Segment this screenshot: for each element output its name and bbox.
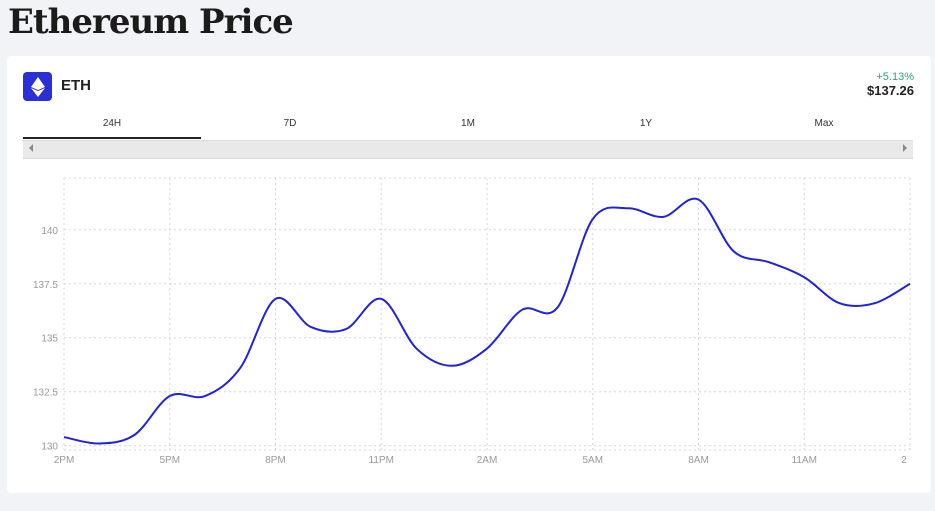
- tab-7d[interactable]: 7D: [283, 118, 297, 129]
- data-point: [97, 442, 101, 446]
- data-point: [767, 260, 771, 264]
- data-point: [556, 306, 560, 310]
- data-point: [309, 325, 313, 329]
- y-tick-label: 132.5: [33, 388, 58, 399]
- data-point: [133, 433, 137, 437]
- x-tick-label: 5AM: [582, 455, 603, 466]
- data-point: [238, 366, 242, 370]
- data-point: [168, 394, 172, 398]
- x-tick-label: 11AM: [792, 455, 817, 466]
- x-tick-label: 11PM: [369, 455, 394, 466]
- price-card: ETH +5.13% $137.26 24H 7D 1M 1Y Max 130 1…: [7, 56, 931, 493]
- coin-symbol: ETH: [61, 77, 91, 94]
- data-point: [661, 215, 665, 219]
- data-point: [591, 217, 595, 221]
- current-price: $137.26: [867, 83, 914, 98]
- x-tick-label: 5PM: [159, 455, 180, 466]
- data-point: [415, 347, 419, 351]
- y-tick-label: 130: [41, 442, 58, 453]
- data-point: [873, 301, 877, 305]
- x-tick-label: 8AM: [688, 455, 709, 466]
- tab-max[interactable]: Max: [814, 118, 834, 129]
- data-point: [274, 297, 278, 301]
- data-point: [450, 364, 454, 368]
- data-point: [626, 206, 630, 210]
- tab-24h[interactable]: 24H: [23, 115, 201, 139]
- x-tick-label: 2PM: [54, 455, 75, 466]
- data-point: [344, 327, 348, 331]
- price-change: +5.13%: [876, 71, 914, 83]
- ethereum-icon: [23, 72, 52, 101]
- page-title: Ethereum Price: [8, 2, 294, 42]
- data-point: [485, 347, 489, 351]
- data-point: [732, 249, 736, 253]
- chart-scrollbar[interactable]: [23, 140, 913, 159]
- tab-1m[interactable]: 1M: [461, 118, 475, 129]
- y-tick-label: 140: [41, 226, 58, 237]
- x-tick-label: 2: [901, 455, 907, 466]
- price-line-chart: 130 132.5 135 137.5 140 2PM 5PM 8PM 11PM 2AM 5AM 8A…: [33, 177, 912, 466]
- time-range-tabs: 24H 7D 1M 1Y Max: [23, 115, 913, 139]
- data-point: [379, 297, 383, 301]
- scroll-right-icon[interactable]: [903, 144, 907, 152]
- price-series-line: [63, 197, 911, 445]
- data-point: [838, 301, 842, 305]
- scroll-left-icon[interactable]: [29, 144, 33, 152]
- y-tick-label: 135: [41, 334, 58, 345]
- x-tick-label: 8PM: [265, 455, 286, 466]
- data-point: [908, 282, 912, 286]
- data-point: [62, 435, 66, 439]
- data-point: [203, 394, 207, 398]
- tab-1y[interactable]: 1Y: [639, 118, 653, 129]
- x-tick-label: 2AM: [477, 455, 498, 466]
- data-point: [802, 275, 806, 279]
- data-point: [697, 198, 701, 202]
- data-point: [520, 308, 524, 312]
- y-tick-label: 137.5: [33, 280, 58, 291]
